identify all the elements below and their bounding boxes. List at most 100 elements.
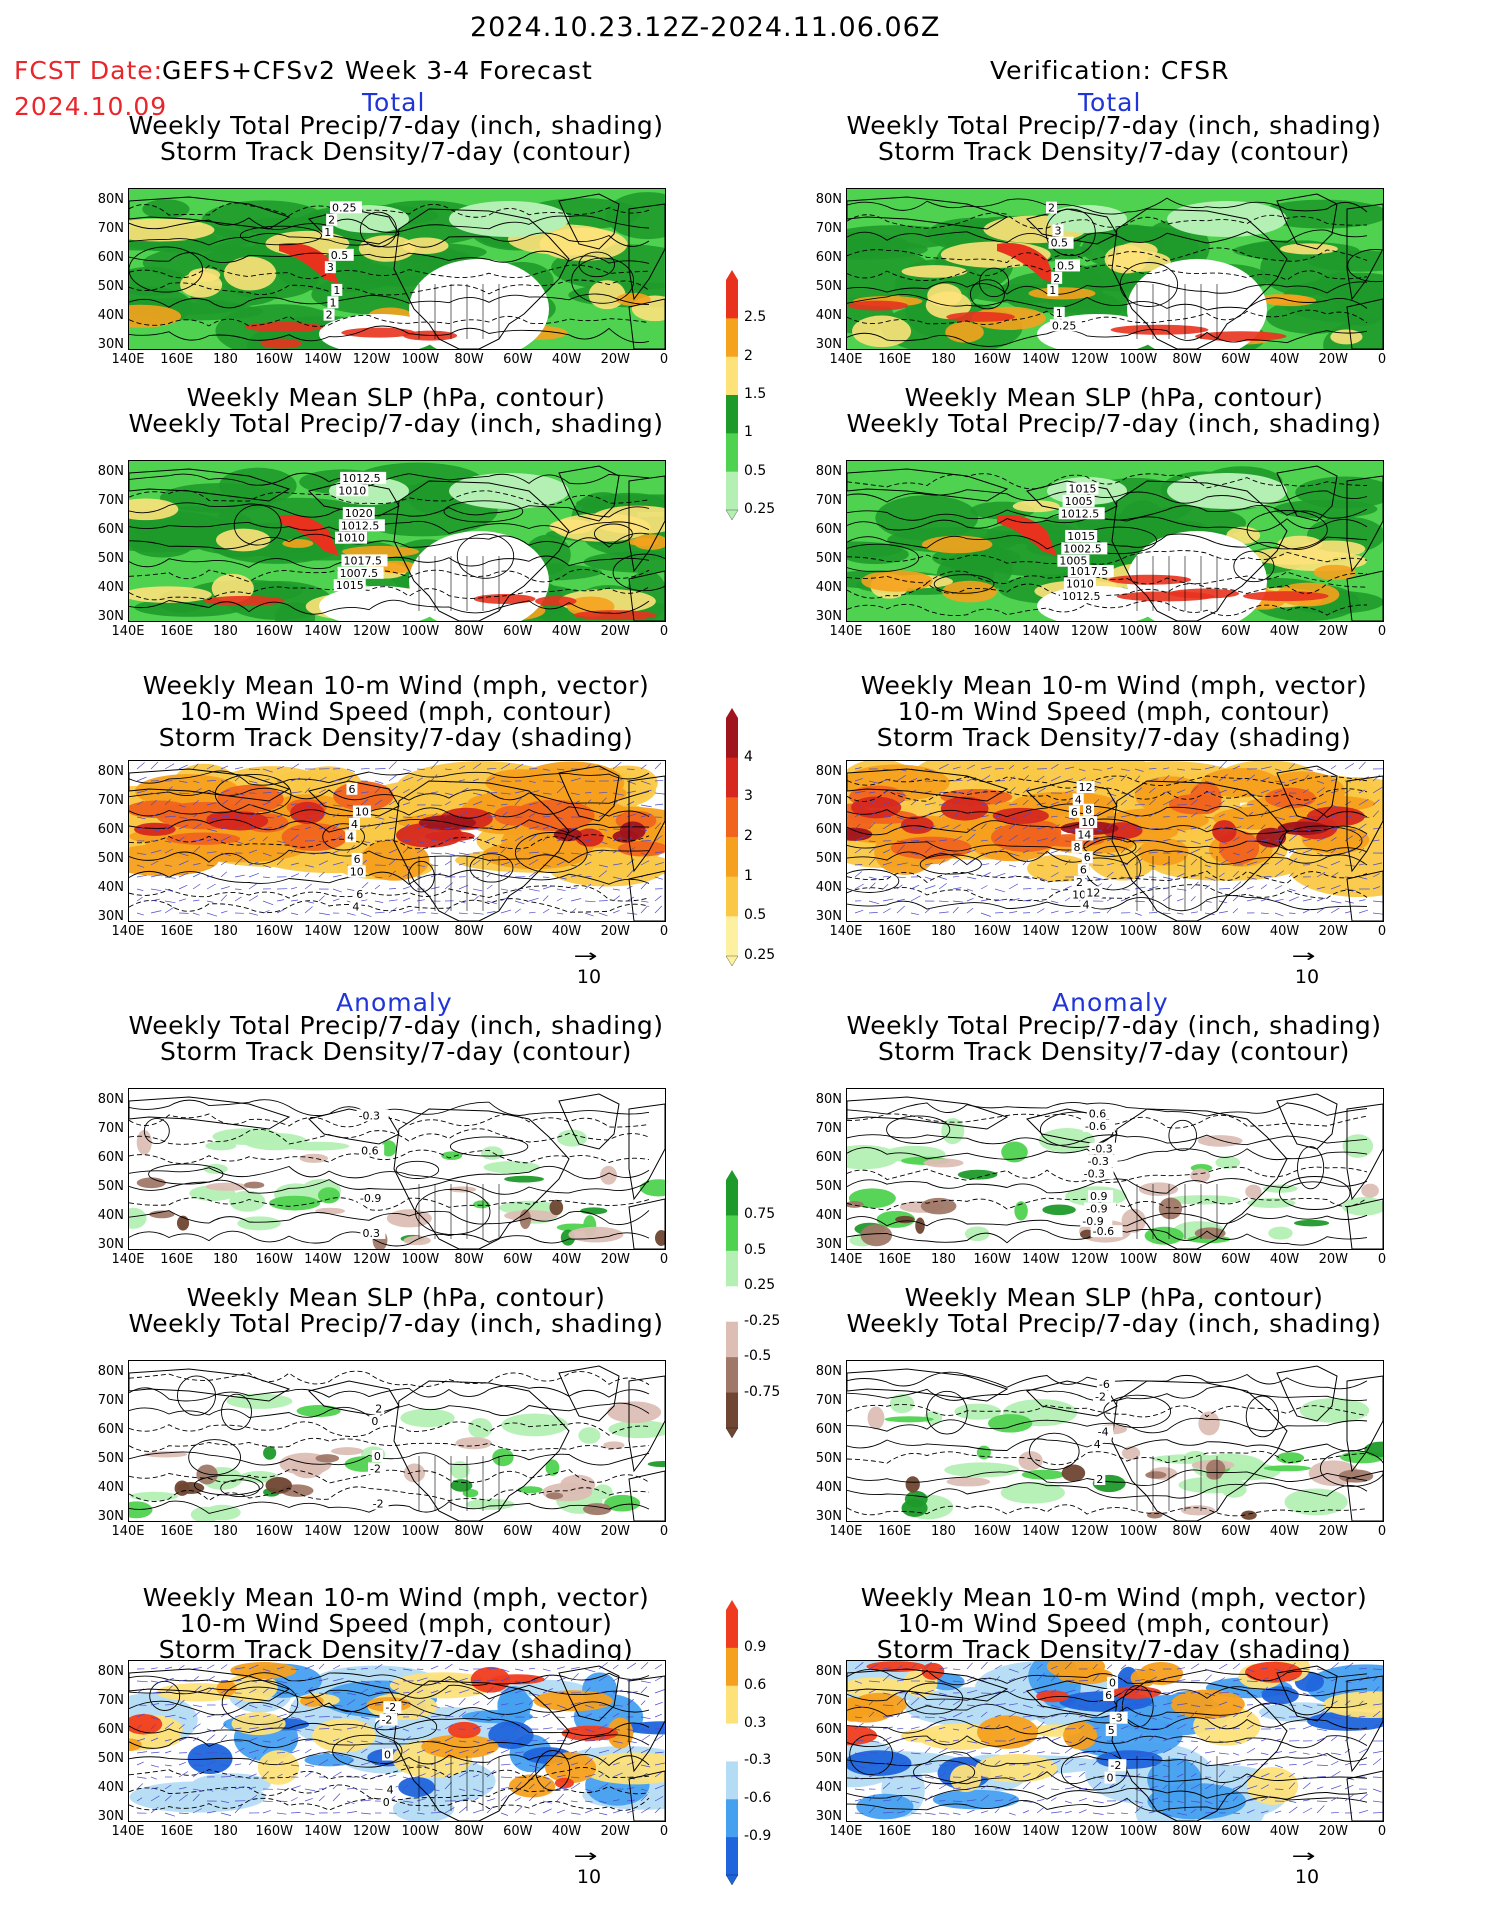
wind-vector [430,864,439,866]
wind-vector [1316,1805,1325,1814]
contour-label: 6 [1081,851,1093,864]
wind-vector [1176,1781,1185,1790]
svg-text:1005: 1005 [1065,495,1093,508]
wind-vector [1106,777,1114,782]
wind-vector [374,1788,383,1791]
wind-vector [1190,799,1198,806]
wind-vector [1372,787,1383,794]
shading-blob [568,1226,624,1243]
closed-contour [1297,1146,1325,1190]
wind-vector [136,1797,143,1802]
colorbar-label: 1.5 [744,386,767,402]
wind-vector [1008,1728,1016,1731]
wind-vector [910,799,918,806]
lon-tick-label: 160W [255,352,293,367]
wind-vector [262,792,272,794]
lon-tick-label: 40W [551,624,582,639]
wind-vector [938,1772,947,1778]
wind-vector [598,900,608,902]
wind-vector [1162,1775,1170,1778]
colorbar-segment [726,1647,738,1687]
wind-vector [248,1680,258,1683]
wind-vector [262,1771,269,1778]
wind-vector [1204,1750,1216,1754]
wind-vector [1246,898,1257,902]
lat-tick-label: 40N [97,1780,124,1795]
svg-text:3: 3 [1054,224,1061,237]
wind-vector [612,1748,622,1754]
wind-vector [486,776,496,782]
wind-vector [1134,839,1142,842]
wind-vector [1274,780,1285,783]
wind-vector [952,1812,961,1815]
wind-vector [1232,778,1243,782]
colorbar-segment [726,876,738,917]
wind-vector [952,1752,963,1756]
wind-vector [966,849,976,854]
wind-vector [938,791,946,794]
wind-vector [584,912,594,917]
wind-vector [640,1716,651,1720]
shading-blob [1130,1668,1157,1688]
wind-vector [472,895,479,902]
lon-tick-label: 0 [659,1824,669,1839]
wind-vector [910,1800,920,1804]
wind-vector [402,788,410,794]
wind-vector [1036,1807,1045,1814]
wind-vector [290,791,302,794]
wind-vector [318,851,328,854]
wind-vector [458,852,470,856]
wind-vector [1218,761,1227,770]
wind-vector [896,1811,906,1814]
lon-tick-label: 140E [111,352,145,367]
wind-vector [896,876,906,879]
wind-vector [220,871,228,878]
wind-vector [868,791,876,794]
wind-vector [1358,1667,1368,1670]
wind-vector [626,896,635,902]
wind-vector [402,847,409,854]
shading-blob [448,1721,481,1739]
wind-vector [1106,823,1113,830]
wind-vector [1036,1735,1045,1742]
contour-label: -2 [368,1462,387,1475]
shading-blob [129,218,215,242]
wind-vector [164,864,173,867]
wind-vector [1008,834,1018,842]
lon-tick-label: 40W [551,1252,582,1267]
svg-text:-2: -2 [381,1713,392,1726]
wind-vector [472,888,483,892]
svg-text:-0.3: -0.3 [1087,1155,1108,1168]
contour-line [847,1178,1368,1194]
wind-vector [1218,888,1231,890]
wind-vector [556,1809,566,1814]
wind-vector [1246,1711,1253,1718]
closed-contour [1347,249,1383,283]
contour-line [847,281,1368,295]
contour-label: 1005 [1062,494,1095,508]
wind-vector [332,1664,341,1670]
panel-title-line: Weekly Total Precip/7-day (inch, shading… [846,111,1382,140]
wind-vector [1288,1764,1297,1766]
coastline [1026,480,1118,517]
wind-vector [882,1667,892,1670]
wind-vector [556,800,565,806]
colorbar-end [725,1874,739,1885]
wind-vector [640,1793,648,1802]
wind-vector [178,898,187,902]
shading-blob [927,283,962,308]
wind-vector [868,810,878,818]
wind-vector [444,1736,455,1742]
wind-vector [1246,886,1254,890]
wind-vector [290,862,299,866]
contour-line [847,473,1368,490]
wind-vector [1288,1677,1297,1682]
wind-vector [1232,1812,1240,1814]
map-panel: 2 1 0.5 0.25 2 3 1 0.5 [846,188,1384,350]
wind-vector [556,1762,563,1766]
shading-blob [201,200,328,242]
wind-vector [924,1747,931,1754]
lon-tick-label: 140E [111,1824,145,1839]
wind-vector [980,1676,991,1682]
